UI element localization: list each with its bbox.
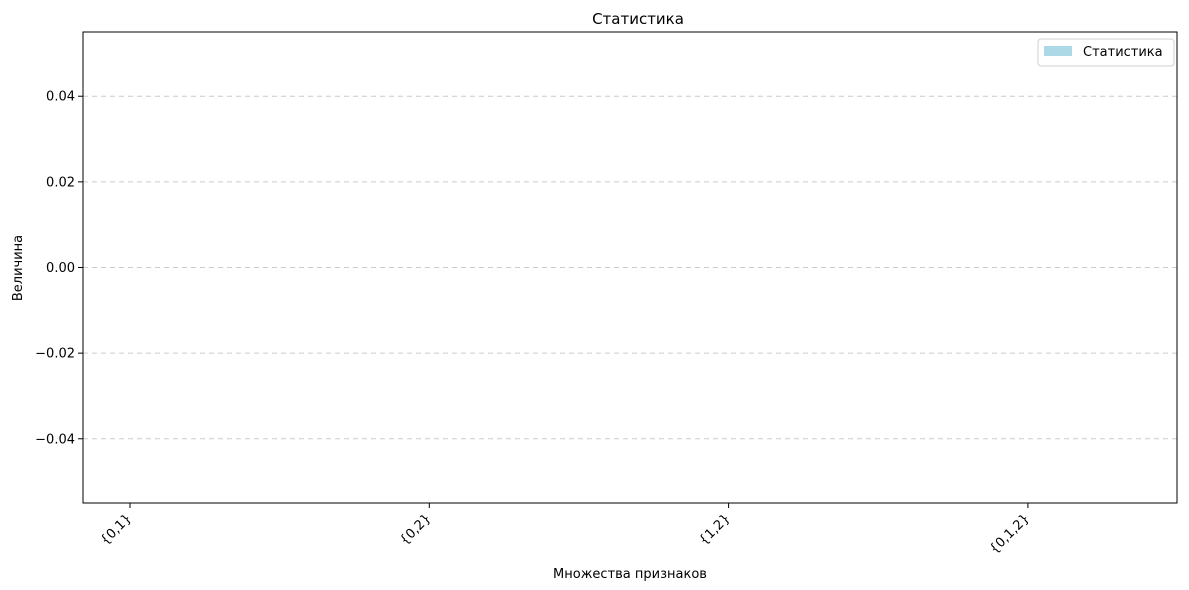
y-tick-label: 0.04 — [46, 90, 75, 105]
y-axis: −0.04 −0.02 0.00 0.02 0.04 — [35, 90, 83, 447]
legend-label: Статистика — [1083, 45, 1163, 60]
legend-swatch — [1044, 46, 1072, 56]
y-axis-label: Величина — [11, 235, 26, 301]
y-tick-label: 0.02 — [46, 175, 75, 190]
chart-title: Статистика — [592, 10, 684, 28]
y-gridlines — [83, 95, 1177, 440]
y-tick-label: −0.04 — [35, 432, 75, 447]
y-tick-label: 0.00 — [46, 261, 75, 276]
x-axis-label: Множества признаков — [553, 567, 707, 582]
legend: Статистика — [1037, 38, 1175, 67]
y-tick-label: −0.02 — [35, 347, 75, 362]
legend-box — [1037, 38, 1175, 67]
